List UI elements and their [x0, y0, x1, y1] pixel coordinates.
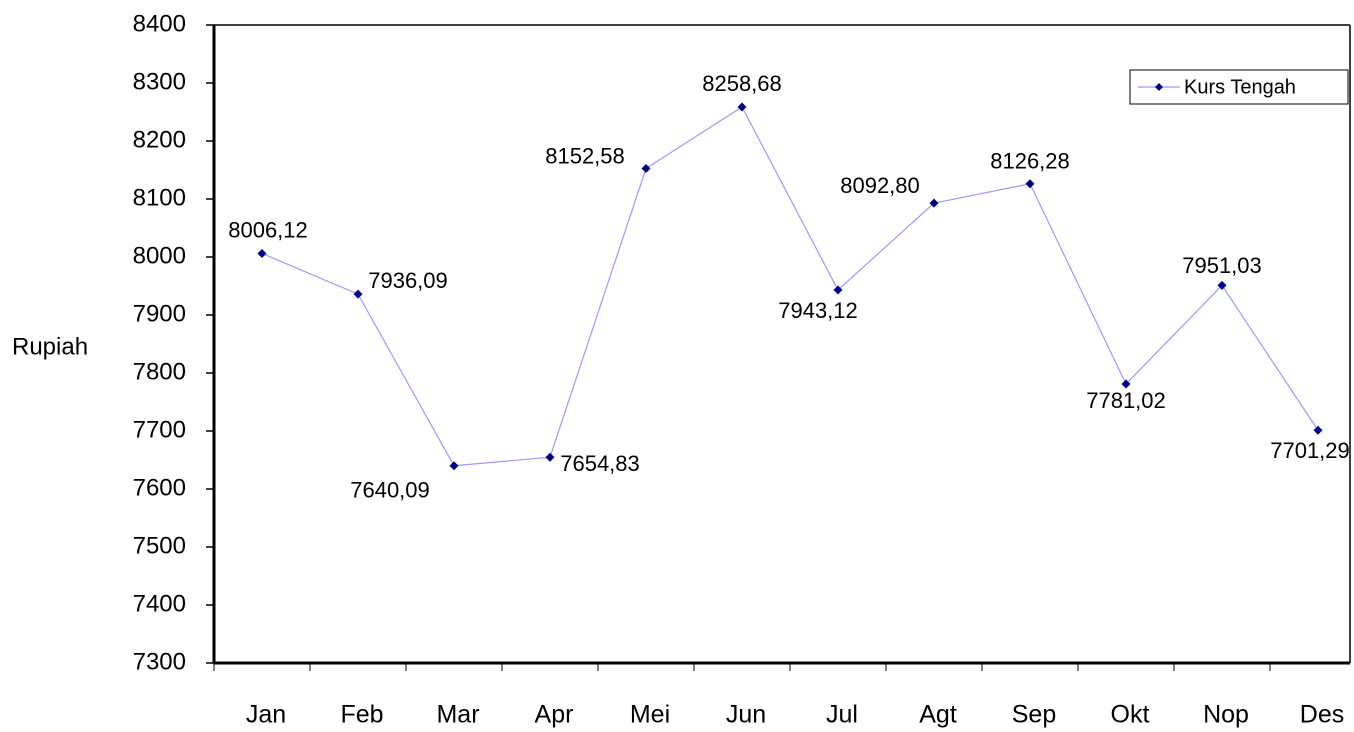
data-point	[833, 285, 843, 295]
data-label: 8006,12	[228, 217, 308, 242]
y-tick-label: 7500	[133, 532, 186, 559]
data-label: 7654,83	[560, 451, 640, 476]
x-tick-label: Jun	[726, 701, 766, 729]
data-point	[737, 102, 747, 112]
data-label: 8126,28	[990, 149, 1070, 174]
y-tick-label: 8300	[133, 68, 186, 95]
data-point	[257, 248, 267, 258]
data-label: 8258,68	[702, 71, 782, 96]
legend-marker	[1155, 83, 1163, 91]
data-point	[1217, 280, 1227, 290]
y-tick-label: 7600	[133, 474, 186, 501]
data-label: 7943,12	[778, 298, 858, 323]
series-line	[261, 106, 1319, 467]
x-tick-label: Agt	[919, 701, 957, 729]
y-tick-label: 7900	[133, 300, 186, 327]
x-tick-label: Jan	[246, 701, 286, 729]
data-label: 7951,03	[1182, 253, 1262, 278]
y-tick-label: 7300	[133, 648, 186, 675]
data-point	[449, 461, 459, 471]
y-tick-label: 8000	[133, 242, 186, 269]
legend-label: Kurs Tengah	[1184, 76, 1296, 98]
y-tick-label: 7400	[133, 590, 186, 617]
x-tick-label: Mar	[436, 701, 479, 729]
y-tick-label: 8400	[133, 10, 186, 37]
x-tick-label: Mei	[630, 701, 670, 729]
data-point	[353, 289, 363, 299]
data-label: 8092,80	[840, 173, 920, 198]
data-label: 7701,29	[1270, 438, 1350, 463]
x-tick-label: Sep	[1012, 701, 1056, 729]
data-label: 7640,09	[350, 478, 430, 503]
y-tick-label: 7800	[133, 358, 186, 385]
x-tick-label: Des	[1300, 701, 1344, 729]
data-label: 8152,58	[545, 143, 625, 168]
y-axis-label: Rupiah	[12, 333, 88, 360]
data-point	[1025, 179, 1035, 189]
data-point	[929, 198, 939, 208]
x-tick-label: Feb	[340, 701, 383, 729]
y-tick-label: 8200	[133, 126, 186, 153]
data-point	[545, 452, 555, 462]
data-label: 7781,02	[1086, 388, 1166, 413]
y-tick-label: 8100	[133, 184, 186, 211]
data-point	[1121, 379, 1131, 389]
y-tick-label: 7700	[133, 416, 186, 443]
data-point	[1313, 425, 1323, 435]
x-tick-label: Nop	[1203, 701, 1249, 729]
x-tick-label: Apr	[535, 701, 574, 729]
data-point	[641, 164, 651, 174]
data-label: 7936,09	[368, 268, 448, 293]
x-tick-label: Jul	[826, 701, 858, 729]
x-tick-label: Okt	[1111, 701, 1150, 729]
